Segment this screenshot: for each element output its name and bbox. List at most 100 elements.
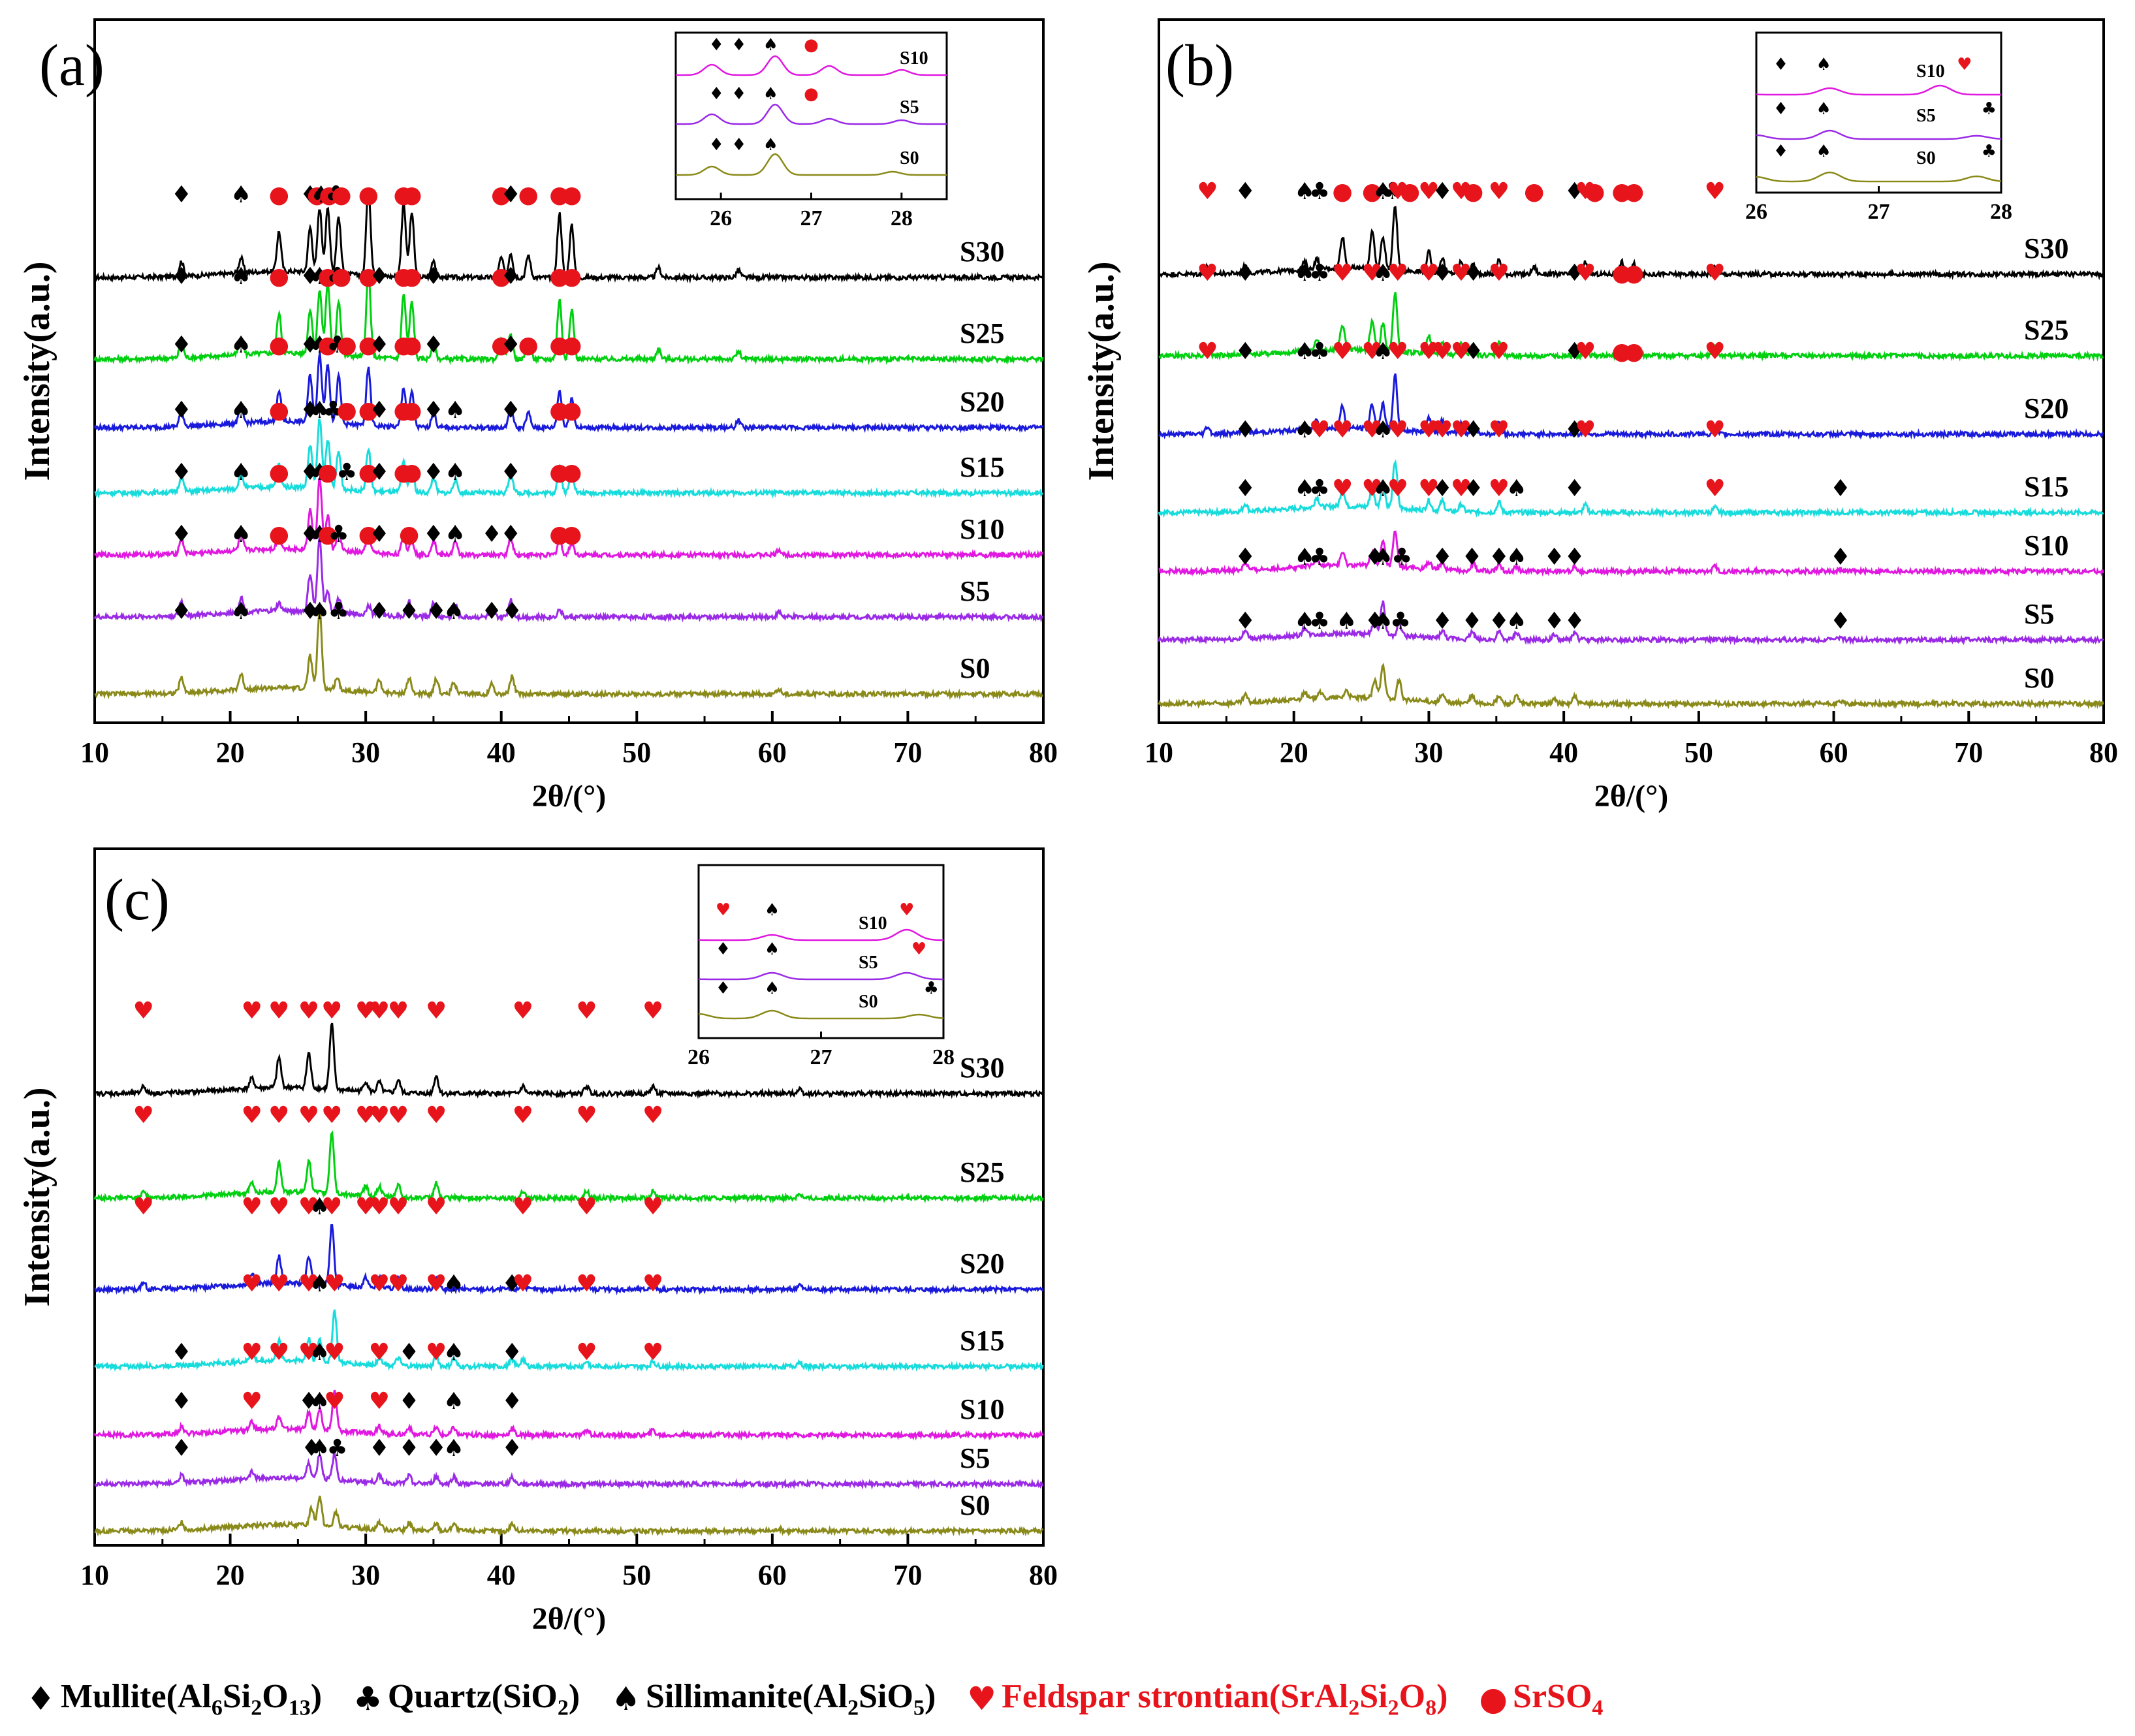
series-label: S0 <box>2024 662 2054 694</box>
feldspar-marker: ♥ <box>1387 260 1408 287</box>
feldspar-marker: ♥ <box>1575 260 1596 287</box>
feldspar-marker: ♥ <box>1957 55 1972 74</box>
srso4-marker: ● <box>336 332 356 358</box>
srso4-marker: ● <box>1463 178 1483 205</box>
srso4-marker: ● <box>317 263 338 290</box>
feldspar-marker: ♥ <box>298 1270 319 1297</box>
srso4-marker: ● <box>1332 178 1352 205</box>
series-line <box>94 418 1044 499</box>
feldspar-marker: ♥ <box>1575 417 1596 443</box>
feldspar-marker: ♥ <box>388 998 409 1024</box>
mullite-marker: ♦ <box>501 1270 522 1297</box>
x-tick-label: 80 <box>2089 736 2118 768</box>
mullite-marker: ♦ <box>171 181 192 208</box>
mullite-marker: ♦ <box>300 181 321 208</box>
series-label: S15 <box>2024 471 2068 503</box>
sillimanite-marker: ♠ <box>1506 544 1527 571</box>
srso4-marker: ● <box>269 459 289 486</box>
feldspar-marker: ♥ <box>1418 178 1439 205</box>
feldspar-marker: ♥ <box>642 1339 663 1366</box>
sillimanite-marker: ♠ <box>1816 99 1831 119</box>
srso4-marker: ● <box>394 263 414 290</box>
x-tick-label: 10 <box>80 736 109 768</box>
series-line <box>93 1022 1044 1099</box>
quartz-marker: ♣ <box>326 263 347 290</box>
srso4-marker: ● <box>549 397 569 424</box>
feldspar-marker: ♥ <box>426 1193 447 1220</box>
series-line <box>93 270 1044 366</box>
mullite-marker: ♦ <box>423 521 444 548</box>
quartz-marker: ♣ <box>1391 544 1412 571</box>
mullite-marker: ♦ <box>1564 544 1585 571</box>
feldspar-marker: ♥ <box>1418 338 1439 365</box>
feldspar-marker: ♥ <box>1705 260 1726 287</box>
feldspar-marker: ♥ <box>298 1339 319 1366</box>
mullite-marker: ♦ <box>171 598 192 625</box>
legend-feldspar-label: Feldspar strontian(SrAl2Si2O8) <box>1002 1677 1448 1720</box>
y-axis-label: Intensity(a.u.) <box>1081 261 1122 481</box>
feldspar-marker: ♥ <box>1451 417 1472 443</box>
feldspar-marker: ♥ <box>268 998 289 1024</box>
mullite-marker: ♦ <box>398 1339 419 1366</box>
srso4-marker: ● <box>317 459 338 486</box>
feldspar-marker: ♥ <box>1361 338 1382 365</box>
feldspar-marker: ♥ <box>1197 260 1218 287</box>
mullite-marker: ♦ <box>171 1388 192 1415</box>
mullite-marker: ♦ <box>731 35 746 55</box>
dot-icon: ● <box>1479 1679 1508 1718</box>
x-tick-label: 50 <box>622 1559 651 1591</box>
series-label: S5 <box>2024 598 2054 630</box>
srso4-marker: ● <box>394 332 414 358</box>
legend-srso4-label: SrSO4 <box>1513 1677 1604 1720</box>
srso4-marker: ● <box>1611 338 1632 365</box>
sillimanite-marker: ♠ <box>1816 142 1831 161</box>
series-s25: S25♥ ♥ ♥ ♥ ♥ ♥♥♥ ♥ ♥ ♥ ♥ <box>93 1102 1044 1204</box>
feldspar-marker: ♥ <box>369 1270 390 1297</box>
series-label: S20 <box>2024 392 2068 424</box>
feldspar-marker: ♥ <box>242 998 262 1024</box>
srso4-marker: ● <box>317 332 338 358</box>
phase-legend: ♦ Mullite(Al6Si2O13) ♣ Quartz(SiO2) ♠ Si… <box>26 1673 2128 1725</box>
feldspar-marker: ♥ <box>388 1193 409 1220</box>
sillimanite-marker: ♠ <box>309 459 330 486</box>
series-label: S15 <box>960 451 1004 483</box>
feldspar-marker: ♥ <box>513 998 533 1024</box>
srso4-marker: ● <box>491 181 511 208</box>
feldspar-marker: ♥ <box>355 1193 376 1220</box>
mullite-marker: ♦ <box>1830 475 1851 502</box>
mullite-marker: ♦ <box>731 84 746 104</box>
inset-series-label: S0 <box>1916 148 1936 168</box>
feldspar-marker: ♥ <box>298 998 319 1024</box>
inset-series-line <box>1756 171 2002 183</box>
series-s30: S30♦ ♠ ● ♦●♠●♣● ● ●● ●♦● ●● <box>94 181 1044 284</box>
mullite-marker: ♦ <box>1564 475 1585 502</box>
mullite-marker: ♦ <box>500 181 521 208</box>
inset-series-s0: S0 ♦ ♦ ♠ <box>676 135 947 176</box>
feldspar-marker: ♥ <box>388 1270 409 1297</box>
srso4-marker: ● <box>331 263 351 290</box>
mullite-marker: ♦ <box>300 263 321 290</box>
mullite-marker: ♦ <box>1235 544 1256 571</box>
x-tick-label: 30 <box>351 1559 380 1591</box>
srso4-marker: ● <box>394 459 414 486</box>
x-tick-label: 30 <box>1414 736 1443 768</box>
srso4-marker: ● <box>269 332 289 358</box>
feldspar-marker: ♥ <box>642 1102 663 1129</box>
mullite-marker: ♦ <box>500 332 521 358</box>
mullite-marker: ♦ <box>1463 417 1484 443</box>
srso4-marker: ● <box>269 521 289 548</box>
series-s20: S20♥ ♦ ♠♣ ♥ ♥♠♥ ♥♥♥♦ ♥ ♦♥ ●● ♥ <box>1158 338 2104 440</box>
mullite-marker: ♦ <box>171 459 192 486</box>
srso4-marker: ● <box>491 332 511 358</box>
srso4-marker: ● <box>358 332 379 358</box>
inset-series-line <box>698 971 943 981</box>
series-label: S20 <box>960 386 1004 418</box>
feldspar-marker: ♥ <box>1705 475 1726 502</box>
mullite-marker: ♦ <box>398 598 419 625</box>
feldspar-marker: ♥ <box>1197 338 1218 365</box>
feldspar-marker: ♥ <box>369 998 390 1024</box>
feldspar-marker: ♥ <box>642 1270 663 1297</box>
feldspar-marker: ♥ <box>242 1193 262 1220</box>
mullite-marker: ♦ <box>1489 608 1510 635</box>
